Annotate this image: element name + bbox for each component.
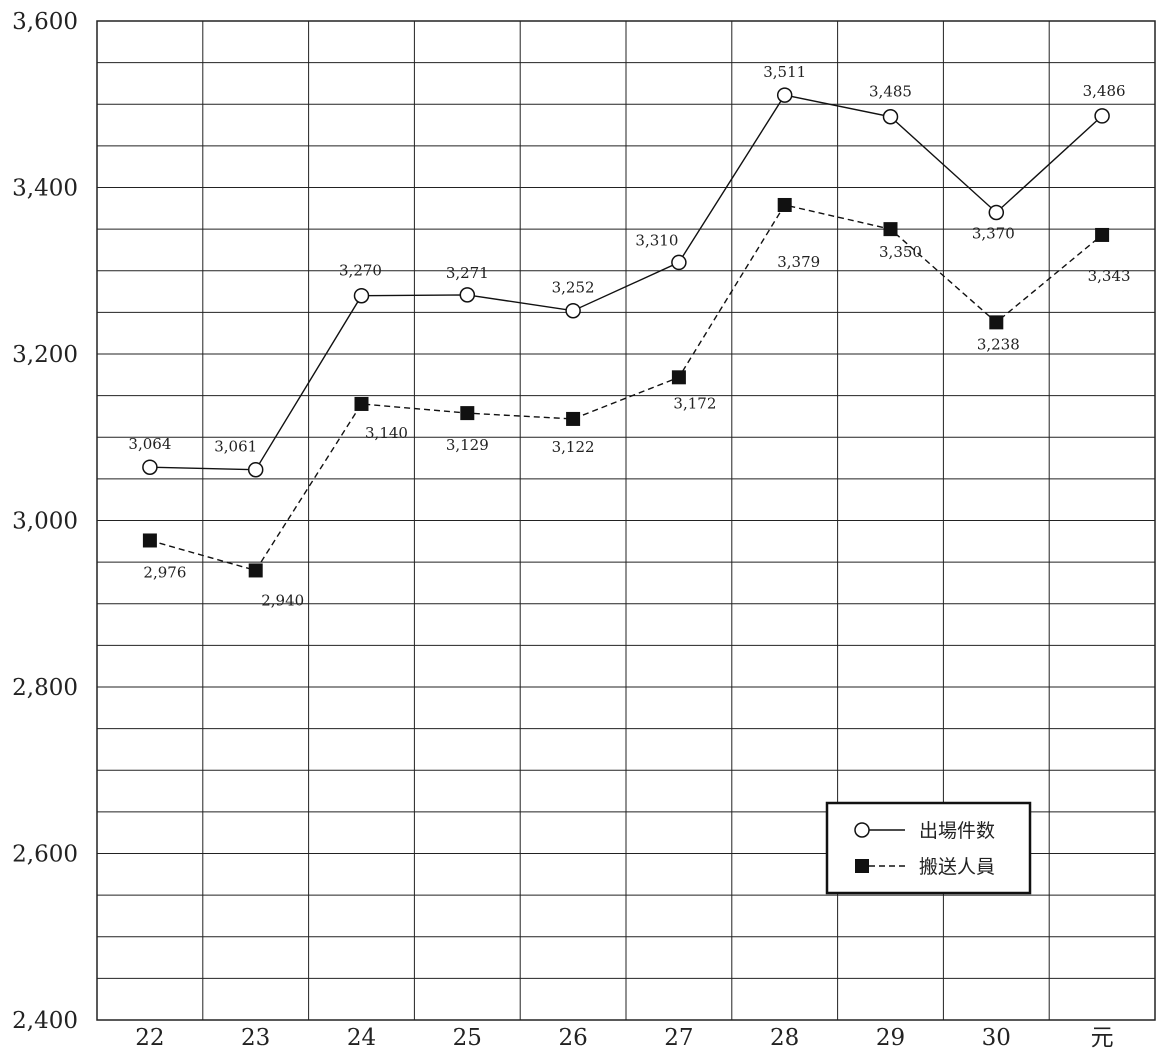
- data-label-series-1: 3,310: [635, 231, 678, 249]
- x-tick-label: 30: [982, 1025, 1011, 1048]
- x-tick-label: 29: [876, 1025, 905, 1048]
- data-label-series-1: 3,511: [763, 63, 806, 81]
- data-label-series-2: 3,172: [673, 394, 716, 412]
- data-label-series-2: 2,976: [143, 563, 186, 581]
- series-2-point: [354, 396, 369, 411]
- series-1-point: [142, 459, 158, 475]
- series-2-point: [142, 533, 157, 548]
- data-label-series-1: 3,252: [552, 279, 595, 297]
- data-label-series-1: 3,370: [972, 224, 1015, 242]
- series-1-point: [776, 87, 793, 103]
- y-tick-label: 2,800: [12, 675, 78, 701]
- x-tick-label: 22: [135, 1025, 164, 1048]
- y-tick-label: 3,400: [12, 176, 78, 202]
- data-label-series-2: 3,140: [365, 424, 408, 442]
- series-2-point: [671, 370, 686, 385]
- x-tick-label: 23: [241, 1025, 270, 1048]
- data-label-series-2: 3,129: [446, 436, 489, 454]
- series-2-point: [566, 411, 581, 426]
- data-label-series-1: 3,485: [869, 83, 912, 101]
- y-tick-label: 3,200: [12, 342, 78, 368]
- series-1-point: [882, 108, 899, 125]
- data-label-series-2: 2,940: [261, 591, 304, 609]
- x-tick-label: 元: [1091, 1025, 1114, 1048]
- series-2-point: [777, 197, 792, 212]
- legend-box: [825, 801, 1032, 895]
- series-1-point: [565, 302, 581, 319]
- x-tick-label: 28: [770, 1025, 799, 1048]
- legend-label-series-2: 搬送人員: [919, 856, 995, 878]
- legend-marker-square: [855, 859, 869, 873]
- data-label-series-2: 3,343: [1088, 267, 1131, 285]
- series-2-point: [460, 406, 475, 421]
- data-label-series-2: 3,350: [879, 243, 922, 261]
- x-tick-label: 26: [558, 1025, 587, 1048]
- data-label-series-2: 3,238: [977, 335, 1020, 353]
- data-label-series-1: 3,064: [128, 435, 171, 453]
- series-1-point: [247, 461, 264, 478]
- series-1-point: [1094, 108, 1110, 124]
- legend-label-series-1: 出場件数: [919, 820, 995, 842]
- y-tick-label: 2,600: [12, 842, 78, 868]
- series-1-point: [988, 204, 1005, 221]
- x-tick-label: 25: [453, 1025, 482, 1048]
- series-2-point: [1095, 227, 1110, 242]
- series-2-point: [883, 222, 898, 237]
- series-1-point: [671, 254, 687, 271]
- x-tick-label: 24: [347, 1025, 376, 1048]
- y-tick-label: 3,000: [12, 509, 78, 535]
- data-label-series-2: 3,379: [777, 253, 820, 271]
- data-label-series-1: 3,486: [1083, 82, 1126, 100]
- y-tick-label: 2,400: [12, 1008, 78, 1034]
- series-1-point: [353, 287, 370, 304]
- series-2-point: [989, 315, 1004, 330]
- data-label-series-1: 3,270: [339, 262, 382, 280]
- series-line-2: [149, 204, 1103, 572]
- legend-marker-circle: [854, 822, 870, 838]
- plot-frame: [96, 20, 1156, 1021]
- data-label-series-1: 3,271: [446, 264, 489, 282]
- x-tick-label: 27: [664, 1025, 693, 1048]
- data-label-series-2: 3,122: [552, 438, 595, 456]
- series-line-1: [149, 94, 1103, 471]
- series-2-point: [248, 563, 263, 578]
- y-tick-label: 3,600: [12, 9, 78, 35]
- series-1-point: [459, 287, 476, 303]
- data-label-series-1: 3,061: [214, 438, 257, 456]
